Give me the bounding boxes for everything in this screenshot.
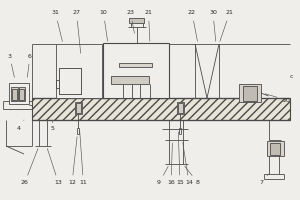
Bar	[111, 76, 148, 84]
Text: 16: 16	[167, 143, 175, 186]
Text: 20: 20	[265, 94, 290, 102]
Text: 12: 12	[68, 137, 77, 186]
Bar	[9, 83, 28, 104]
Bar	[58, 68, 81, 94]
Text: 7: 7	[259, 174, 268, 186]
Bar	[270, 143, 280, 155]
Text: 15: 15	[176, 132, 184, 186]
Text: 21: 21	[145, 10, 152, 41]
Bar	[267, 141, 284, 156]
Text: 27: 27	[73, 10, 81, 53]
Bar	[177, 102, 184, 114]
Text: 22: 22	[188, 10, 197, 41]
Bar	[103, 43, 169, 98]
Bar	[56, 44, 102, 98]
Text: 8: 8	[185, 166, 200, 186]
Text: 4: 4	[16, 120, 24, 130]
Text: 3: 3	[8, 53, 14, 77]
Bar	[58, 68, 81, 94]
Bar	[19, 87, 25, 101]
Text: 23: 23	[127, 10, 134, 33]
Text: 10: 10	[100, 10, 108, 41]
Text: 11: 11	[80, 131, 87, 186]
Text: 31: 31	[52, 10, 62, 41]
Bar	[11, 87, 18, 101]
Text: c: c	[289, 73, 293, 78]
Bar	[32, 98, 290, 120]
Bar	[178, 103, 183, 113]
Text: 6: 6	[27, 53, 32, 77]
Text: 30: 30	[209, 10, 217, 41]
Text: 26: 26	[21, 149, 38, 186]
Bar	[118, 63, 152, 67]
Text: 21: 21	[220, 10, 233, 41]
Text: 9: 9	[157, 166, 168, 186]
Bar	[243, 86, 256, 101]
Bar	[76, 103, 81, 113]
Bar	[19, 89, 24, 100]
Text: 14: 14	[183, 143, 193, 186]
Bar	[129, 18, 144, 23]
Bar	[12, 89, 17, 100]
Bar	[238, 84, 261, 102]
Text: 13: 13	[47, 149, 62, 186]
Bar	[75, 102, 82, 114]
Text: 5: 5	[51, 120, 54, 130]
